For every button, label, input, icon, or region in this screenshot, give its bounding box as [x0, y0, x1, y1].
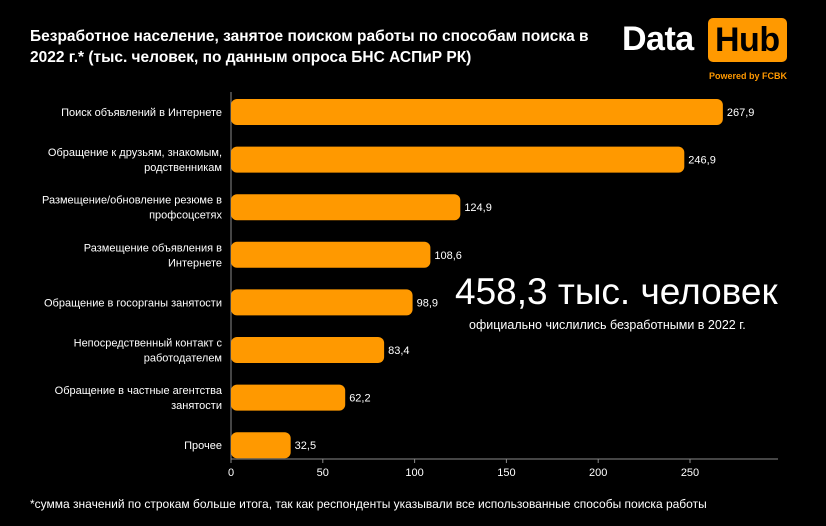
category-label-line: Обращение в частные агентства [55, 385, 223, 397]
logo-tagline: Powered by FCBK [709, 71, 788, 81]
x-tick-label: 250 [681, 467, 699, 479]
value-label: 98,9 [417, 297, 438, 309]
footnote: *сумма значений по строкам больше итога,… [30, 497, 707, 511]
value-label: 62,2 [349, 393, 370, 405]
category-label: Обращение в частные агентства занятости [55, 385, 223, 412]
bar [231, 194, 461, 221]
category-label-line: Обращение в госорганы занятости [44, 297, 222, 309]
category-label: Обращение к друзьям, знакомым, родственни… [48, 147, 222, 174]
highlight-caption: официально числились безработными в 2022… [469, 318, 746, 332]
logo-word-data: Data [622, 20, 694, 58]
x-tick-label: 100 [405, 467, 423, 479]
x-tick-label: 0 [228, 467, 234, 479]
bar [231, 384, 346, 411]
logo-word-hub: Hub [708, 18, 787, 62]
category-label-line: Прочее [184, 440, 222, 452]
bar [231, 146, 685, 173]
category-label-line: родственникам [144, 162, 222, 174]
category-label-line: профсоцсетях [149, 210, 222, 222]
bar [231, 241, 431, 268]
chart-title: Безработное население, занятое поиском р… [30, 28, 589, 66]
value-label: 267,9 [727, 107, 755, 119]
datahub-logo: Data Hub Powered by FCBK [620, 14, 796, 84]
category-label-line: Размещение/обновление резюме в [42, 195, 222, 207]
value-label: 108,6 [434, 250, 462, 262]
category-label: Поиск объявлений в Интернете [61, 107, 222, 119]
x-tick-label: 50 [317, 467, 329, 479]
category-label-line: Непосредственный контакт с [74, 338, 223, 350]
value-label: 32,5 [295, 440, 316, 452]
category-label: Непосредственный контакт с работодателем [74, 338, 223, 365]
bar [231, 432, 291, 459]
bar [231, 289, 413, 316]
category-label: Размещение объявления в Интернете [84, 242, 222, 269]
category-label-line: работодателем [144, 353, 222, 365]
category-label-line: Размещение объявления в [84, 242, 222, 254]
value-label: 83,4 [388, 345, 409, 357]
category-label: Обращение в госорганы занятости [44, 297, 222, 309]
x-tick-label: 150 [497, 467, 515, 479]
category-label-line: занятости [171, 400, 222, 412]
category-label-line: Интернете [168, 257, 222, 269]
category-label-line: Поиск объявлений в Интернете [61, 107, 222, 119]
category-label-line: Обращение к друзьям, знакомым, [48, 147, 222, 159]
highlight-value: 458,3 тыс. человек [455, 271, 778, 312]
x-tick-label: 200 [589, 467, 607, 479]
category-label: Прочее [184, 440, 222, 452]
bar [231, 99, 723, 125]
bar [231, 337, 385, 363]
value-label: 124,9 [464, 202, 492, 214]
value-label: 246,9 [688, 155, 716, 167]
category-label: Размещение/обновление резюме в профсоцсет… [42, 195, 223, 222]
